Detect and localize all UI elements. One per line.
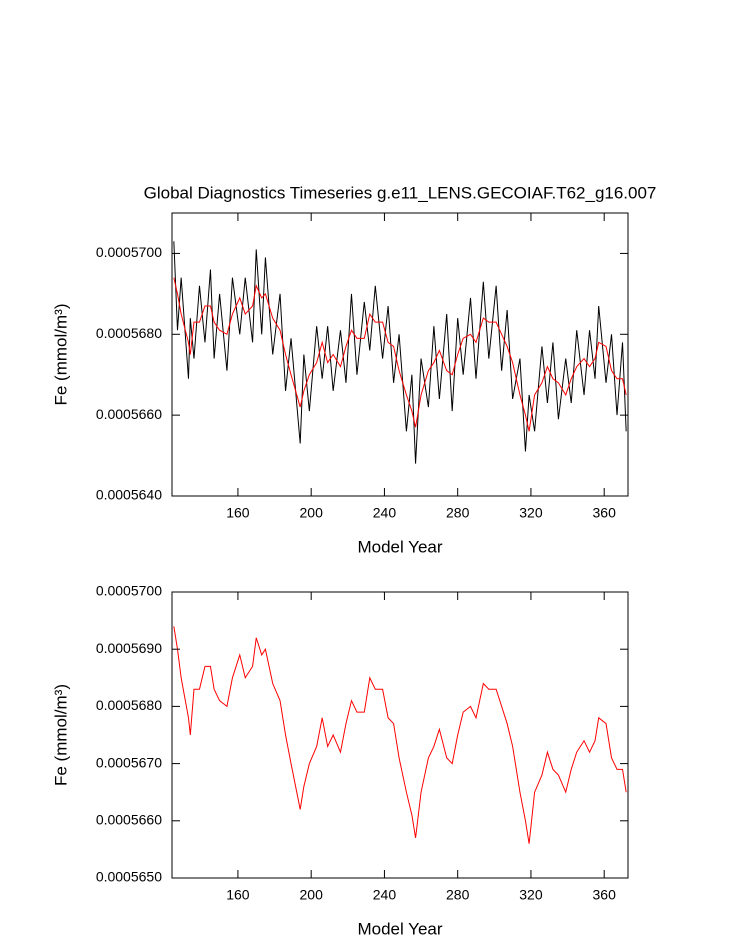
y-tick-label: 0.0005700: [96, 244, 162, 260]
series-line: [173, 277, 627, 432]
series-line: [173, 241, 627, 464]
x-tick-label: 240: [373, 887, 397, 903]
x-axis-label: Model Year: [357, 919, 442, 938]
y-tick-label: 0.0005670: [96, 754, 162, 770]
y-tick-label: 0.0005680: [96, 325, 162, 341]
series-line: [173, 626, 627, 844]
y-tick-label: 0.0005680: [96, 697, 162, 713]
x-tick-label: 280: [446, 887, 470, 903]
x-tick-label: 160: [226, 505, 250, 521]
y-tick-label: 0.0005640: [96, 487, 162, 503]
x-tick-label: 320: [519, 505, 543, 521]
y-axis-label: Fe (mmol/m³): [51, 304, 70, 406]
x-tick-label: 240: [373, 505, 397, 521]
plot-frame: [171, 591, 629, 879]
y-tick-label: 0.0005650: [96, 869, 162, 885]
x-tick-label: 280: [446, 505, 470, 521]
y-tick-label: 0.0005690: [96, 640, 162, 656]
x-axis-label: Model Year: [357, 537, 442, 556]
y-tick-label: 0.0005660: [96, 812, 162, 828]
y-axis-label: Fe (mmol/m³): [51, 684, 70, 786]
plot-frame: [171, 212, 629, 497]
x-tick-label: 320: [519, 887, 543, 903]
chart-title: Global Diagnostics Timeseries g.e11_LENS…: [144, 183, 657, 202]
x-tick-label: 200: [300, 887, 324, 903]
x-tick-label: 360: [593, 887, 617, 903]
x-tick-label: 160: [226, 887, 250, 903]
y-tick-label: 0.0005660: [96, 406, 162, 422]
y-tick-label: 0.0005700: [96, 583, 162, 599]
x-tick-label: 360: [593, 505, 617, 521]
x-tick-label: 200: [300, 505, 324, 521]
